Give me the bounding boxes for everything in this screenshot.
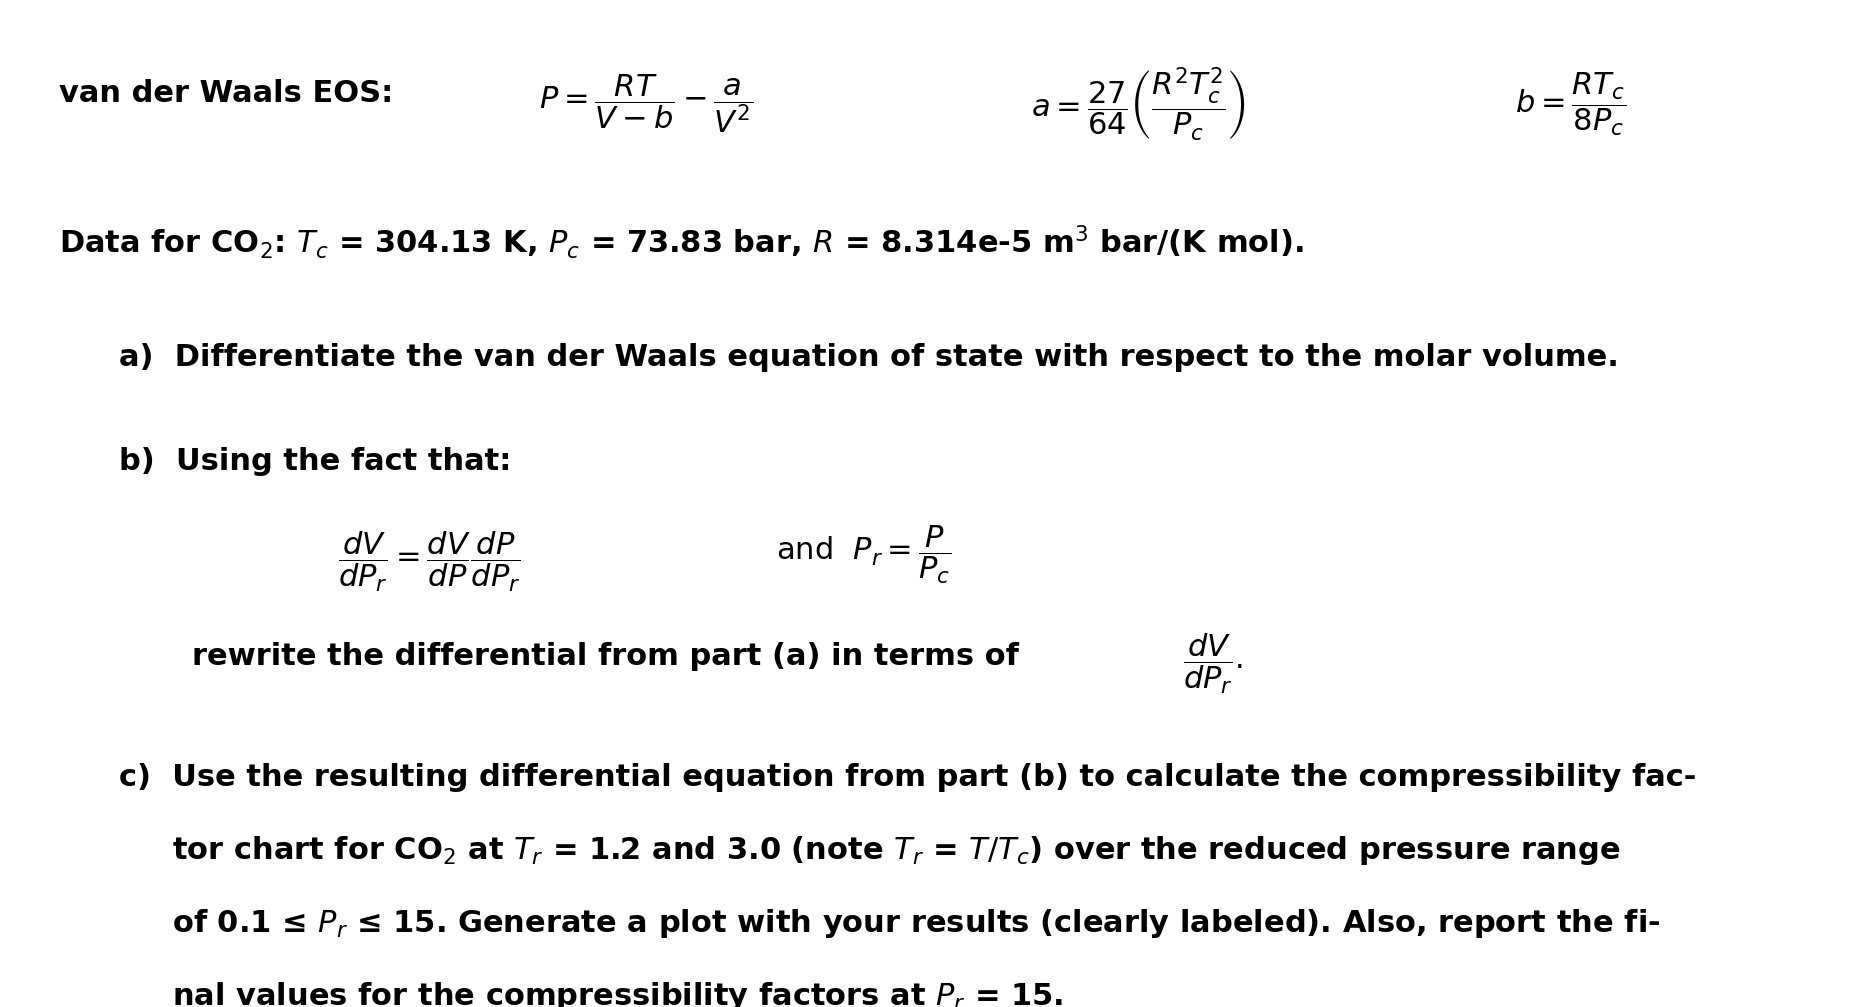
- Text: c)  Use the resulting differential equation from part (b) to calculate the compr: c) Use the resulting differential equati…: [119, 763, 1696, 793]
- Text: of 0.1 ≤ $P_r$ ≤ 15. Generate a plot with your results (clearly labeled). Also, : of 0.1 ≤ $P_r$ ≤ 15. Generate a plot wit…: [119, 907, 1661, 941]
- Text: tor chart for CO$_2$ at $T_r$ = 1.2 and 3.0 (note $T_r$ = $T/T_c$) over the redu: tor chart for CO$_2$ at $T_r$ = 1.2 and …: [119, 835, 1620, 867]
- Text: $\dfrac{dV}{dP_r}$.: $\dfrac{dV}{dP_r}$.: [1182, 631, 1242, 696]
- Text: $a = \dfrac{27}{64}\left(\dfrac{R^2 T_c^2}{P_c}\right)$: $a = \dfrac{27}{64}\left(\dfrac{R^2 T_c^…: [1032, 65, 1246, 143]
- Text: van der Waals EOS:: van der Waals EOS:: [60, 80, 393, 109]
- Text: Data for CO$_2$: $T_c$ = 304.13 K, $P_c$ = 73.83 bar, $R$ = 8.314e-5 m$^3$ bar/(: Data for CO$_2$: $T_c$ = 304.13 K, $P_c$…: [60, 224, 1303, 261]
- Text: a)  Differentiate the van der Waals equation of state with respect to the molar : a) Differentiate the van der Waals equat…: [119, 343, 1618, 372]
- Text: $\dfrac{dV}{dP_r} = \dfrac{dV}{dP}\dfrac{dP}{dP_r}$: $\dfrac{dV}{dP_r} = \dfrac{dV}{dP}\dfrac…: [339, 530, 519, 594]
- Text: $b = \dfrac{RT_c}{8P_c}$: $b = \dfrac{RT_c}{8P_c}$: [1516, 69, 1626, 138]
- Text: nal values for the compressibility factors at $P_r$ = 15.: nal values for the compressibility facto…: [119, 981, 1063, 1007]
- Text: $P = \dfrac{RT}{V - b} - \dfrac{a}{V^2}$: $P = \dfrac{RT}{V - b} - \dfrac{a}{V^2}$: [538, 73, 752, 135]
- Text: and  $P_r = \dfrac{P}{P_c}$: and $P_r = \dfrac{P}{P_c}$: [776, 524, 951, 586]
- Text: b)  Using the fact that:: b) Using the fact that:: [119, 446, 512, 475]
- Text: rewrite the differential from part (a) in terms of: rewrite the differential from part (a) i…: [192, 642, 1019, 671]
